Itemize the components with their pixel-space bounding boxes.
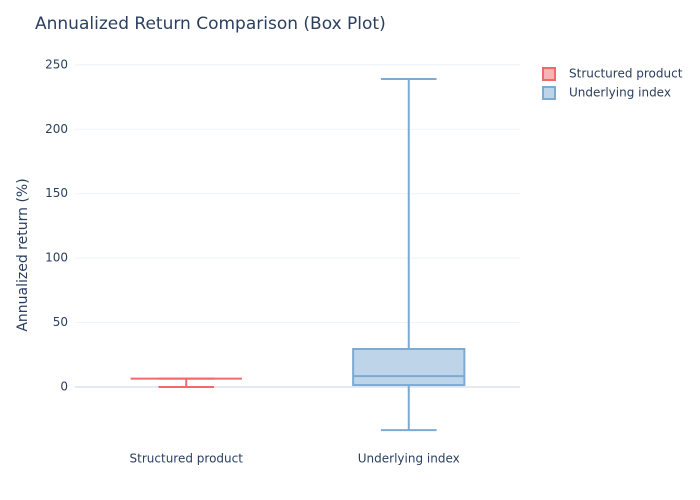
y-tick-label: 250	[45, 57, 68, 71]
legend-label: Underlying index	[569, 86, 671, 100]
y-tick-label: 50	[53, 315, 68, 329]
x-tick-label: Underlying index	[358, 452, 460, 466]
box	[352, 348, 466, 387]
y-tick-label: 200	[45, 122, 68, 136]
legend-swatch	[542, 86, 556, 100]
y-tick-label: 0	[60, 380, 68, 394]
y-tick-label: 150	[45, 186, 68, 200]
x-tick-label: Structured product	[130, 452, 244, 466]
y-axis-label: Annualized return (%)	[15, 178, 31, 331]
chart-title: Annualized Return Comparison (Box Plot)	[35, 14, 386, 34]
legend-swatch	[542, 67, 556, 81]
y-tick-label: 100	[45, 251, 68, 265]
legend-label: Structured product	[569, 67, 683, 81]
